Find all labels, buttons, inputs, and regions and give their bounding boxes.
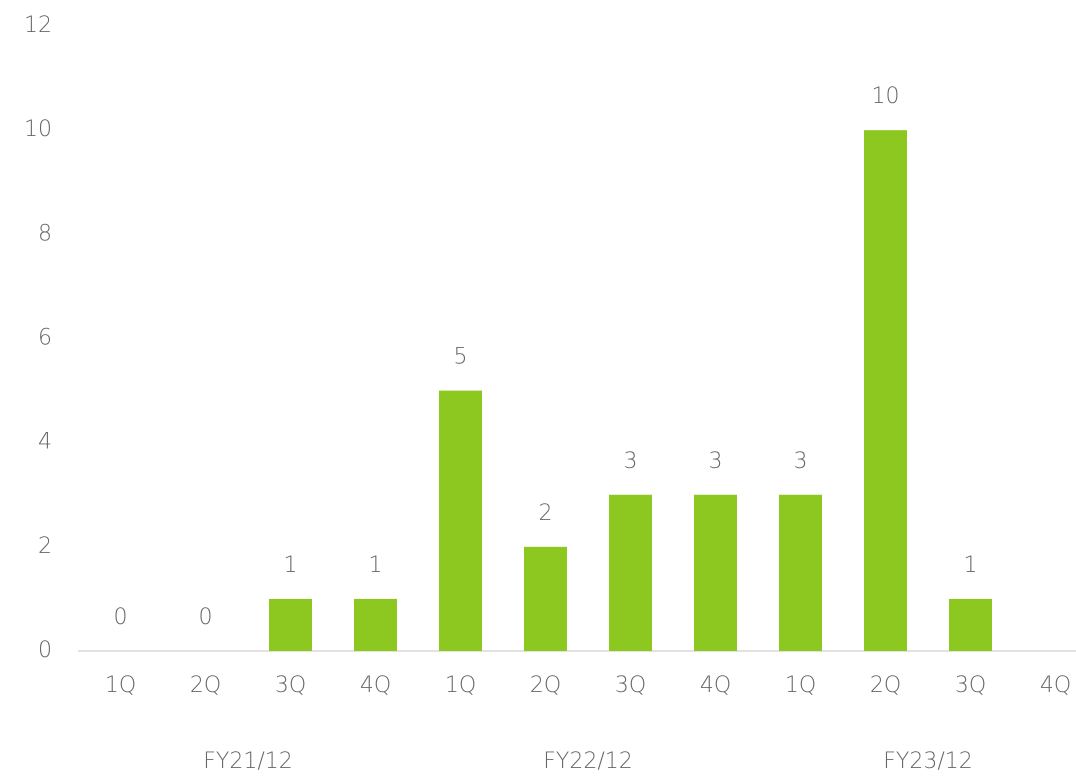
x-tick-label: 4Q <box>1040 673 1071 698</box>
bar <box>439 390 482 651</box>
y-tick-label: 10 <box>24 117 52 142</box>
group-label: FY22/12 <box>543 749 633 774</box>
value-label: 5 <box>454 345 468 370</box>
bar <box>779 494 822 651</box>
group-label: FY23/12 <box>883 749 973 774</box>
group-label: FY21/12 <box>203 749 293 774</box>
value-label: 1 <box>369 553 383 578</box>
x-tick-label: 3Q <box>615 673 646 698</box>
bar <box>864 130 907 651</box>
value-label: 0 <box>199 605 213 630</box>
bar <box>609 494 652 651</box>
value-label: 2 <box>539 501 553 526</box>
x-tick-label: 3Q <box>955 673 986 698</box>
x-tick-label: 2Q <box>870 673 901 698</box>
x-tick-label: 2Q <box>530 673 561 698</box>
value-label: 0 <box>114 605 128 630</box>
x-tick-label: 1Q <box>445 673 476 698</box>
bar <box>269 598 312 651</box>
y-tick-label: 0 <box>38 638 52 663</box>
value-label: 3 <box>624 449 638 474</box>
x-tick-label: 4Q <box>700 673 731 698</box>
y-tick-label: 6 <box>38 326 52 351</box>
bar <box>354 598 397 651</box>
x-tick-label: 2Q <box>190 673 221 698</box>
value-label: 3 <box>709 449 723 474</box>
x-tick-label: 4Q <box>360 673 391 698</box>
bar <box>524 546 567 651</box>
value-label: 1 <box>284 553 298 578</box>
bar <box>694 494 737 651</box>
value-label: 3 <box>794 449 808 474</box>
y-tick-label: 4 <box>38 430 52 455</box>
x-tick-label: 3Q <box>275 673 306 698</box>
y-tick-label: 12 <box>24 13 52 38</box>
x-tick-label: 1Q <box>105 673 136 698</box>
x-tick-label: 1Q <box>785 673 816 698</box>
y-tick-label: 8 <box>38 221 52 246</box>
value-label: 1 <box>964 553 978 578</box>
value-label: 10 <box>872 84 900 109</box>
bar <box>949 598 992 651</box>
y-tick-label: 2 <box>38 534 52 559</box>
